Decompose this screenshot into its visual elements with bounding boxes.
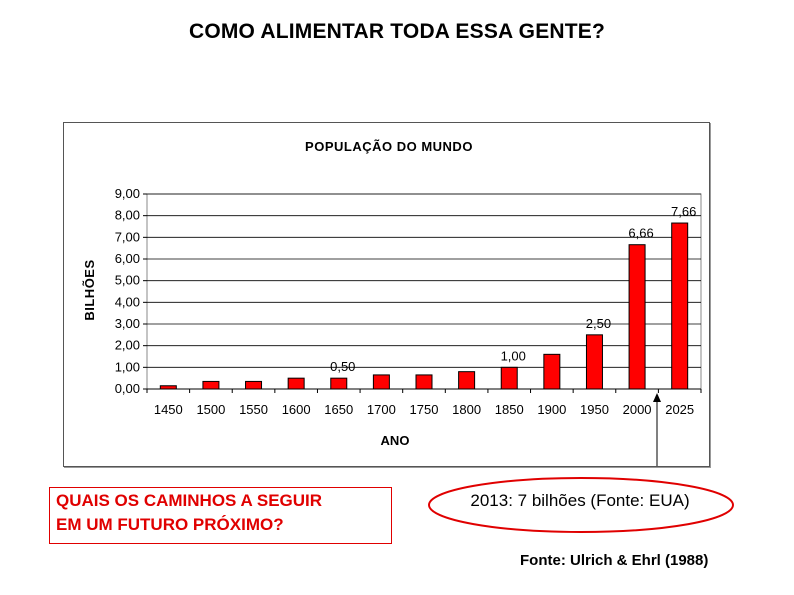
x-tick-label: 2000	[623, 402, 652, 417]
callout-ellipse	[428, 477, 734, 533]
data-label-1650: 0,50	[330, 359, 355, 374]
data-label-2000: 6,66	[628, 226, 653, 241]
y-tick-label: 1,00	[115, 359, 140, 374]
x-axis-label: ANO	[381, 433, 410, 448]
bar-1500	[202, 380, 220, 390]
bar-1950	[585, 334, 603, 390]
y-tick-label: 8,00	[115, 208, 140, 223]
x-tick-label: 1600	[282, 402, 311, 417]
bar-2025	[671, 222, 689, 390]
bar-1550	[245, 380, 263, 390]
y-tick-label: 7,00	[115, 229, 140, 244]
bar-2000	[628, 244, 646, 390]
chart-title: POPULAÇÃO DO MUNDO	[305, 139, 473, 154]
question-line-2: EM UM FUTURO PRÓXIMO?	[56, 515, 284, 534]
y-tick-label: 6,00	[115, 251, 140, 266]
plot-area	[146, 193, 702, 390]
data-label-2025: 7,66	[671, 204, 696, 219]
y-axis-label: BILHÕES	[82, 259, 97, 320]
bar-1600	[287, 377, 305, 390]
x-tick-label: 1700	[367, 402, 396, 417]
question-line-1: QUAIS OS CAMINHOS A SEGUIR	[56, 491, 323, 510]
x-tick-label: 1500	[196, 402, 225, 417]
x-tick-label: 1850	[495, 402, 524, 417]
x-tick-label: 1650	[324, 402, 353, 417]
question-box: QUAIS OS CAMINHOS A SEGUIR EM UM FUTURO …	[49, 487, 392, 544]
source-note: Fonte: Ulrich & Ehrl (1988)	[520, 552, 709, 569]
callout-arrowhead	[653, 393, 661, 402]
x-tick-label: 1450	[154, 402, 183, 417]
y-tick-label: 2,00	[115, 338, 140, 353]
y-tick-label: 5,00	[115, 273, 140, 288]
bar-1650	[330, 377, 348, 390]
y-tick-label: 3,00	[115, 316, 140, 331]
x-tick-label: 1950	[580, 402, 609, 417]
y-tick-label: 4,00	[115, 294, 140, 309]
x-tick-label: 1900	[537, 402, 566, 417]
slide-title: COMO ALIMENTAR TODA ESSA GENTE?	[188, 20, 606, 43]
y-tick-label: 9,00	[115, 186, 140, 201]
x-tick-label: 1750	[410, 402, 439, 417]
data-label-1950: 2,50	[586, 316, 611, 331]
data-label-1850: 1,00	[501, 348, 526, 363]
callout-text: 2013: 7 bilhões (Fonte: EUA)	[470, 491, 690, 510]
bar-1700	[372, 374, 390, 390]
population-chart: POPULAÇÃO DO MUNDO BILHÕES ANO 0,50 1,00 2…	[82, 139, 702, 494]
bar-1800	[458, 371, 476, 390]
chart-frame: POPULAÇÃO DO MUNDO BILHÕES ANO 0,50 1,00 2…	[63, 122, 710, 494]
bar-1750	[415, 374, 433, 390]
bar-1900	[543, 353, 561, 390]
x-tick-label: 1800	[452, 402, 481, 417]
bar-1850	[500, 366, 518, 390]
y-tick-label: 0,00	[115, 381, 140, 396]
x-tick-label: 1550	[239, 402, 268, 417]
x-tick-label: 2025	[665, 402, 694, 417]
